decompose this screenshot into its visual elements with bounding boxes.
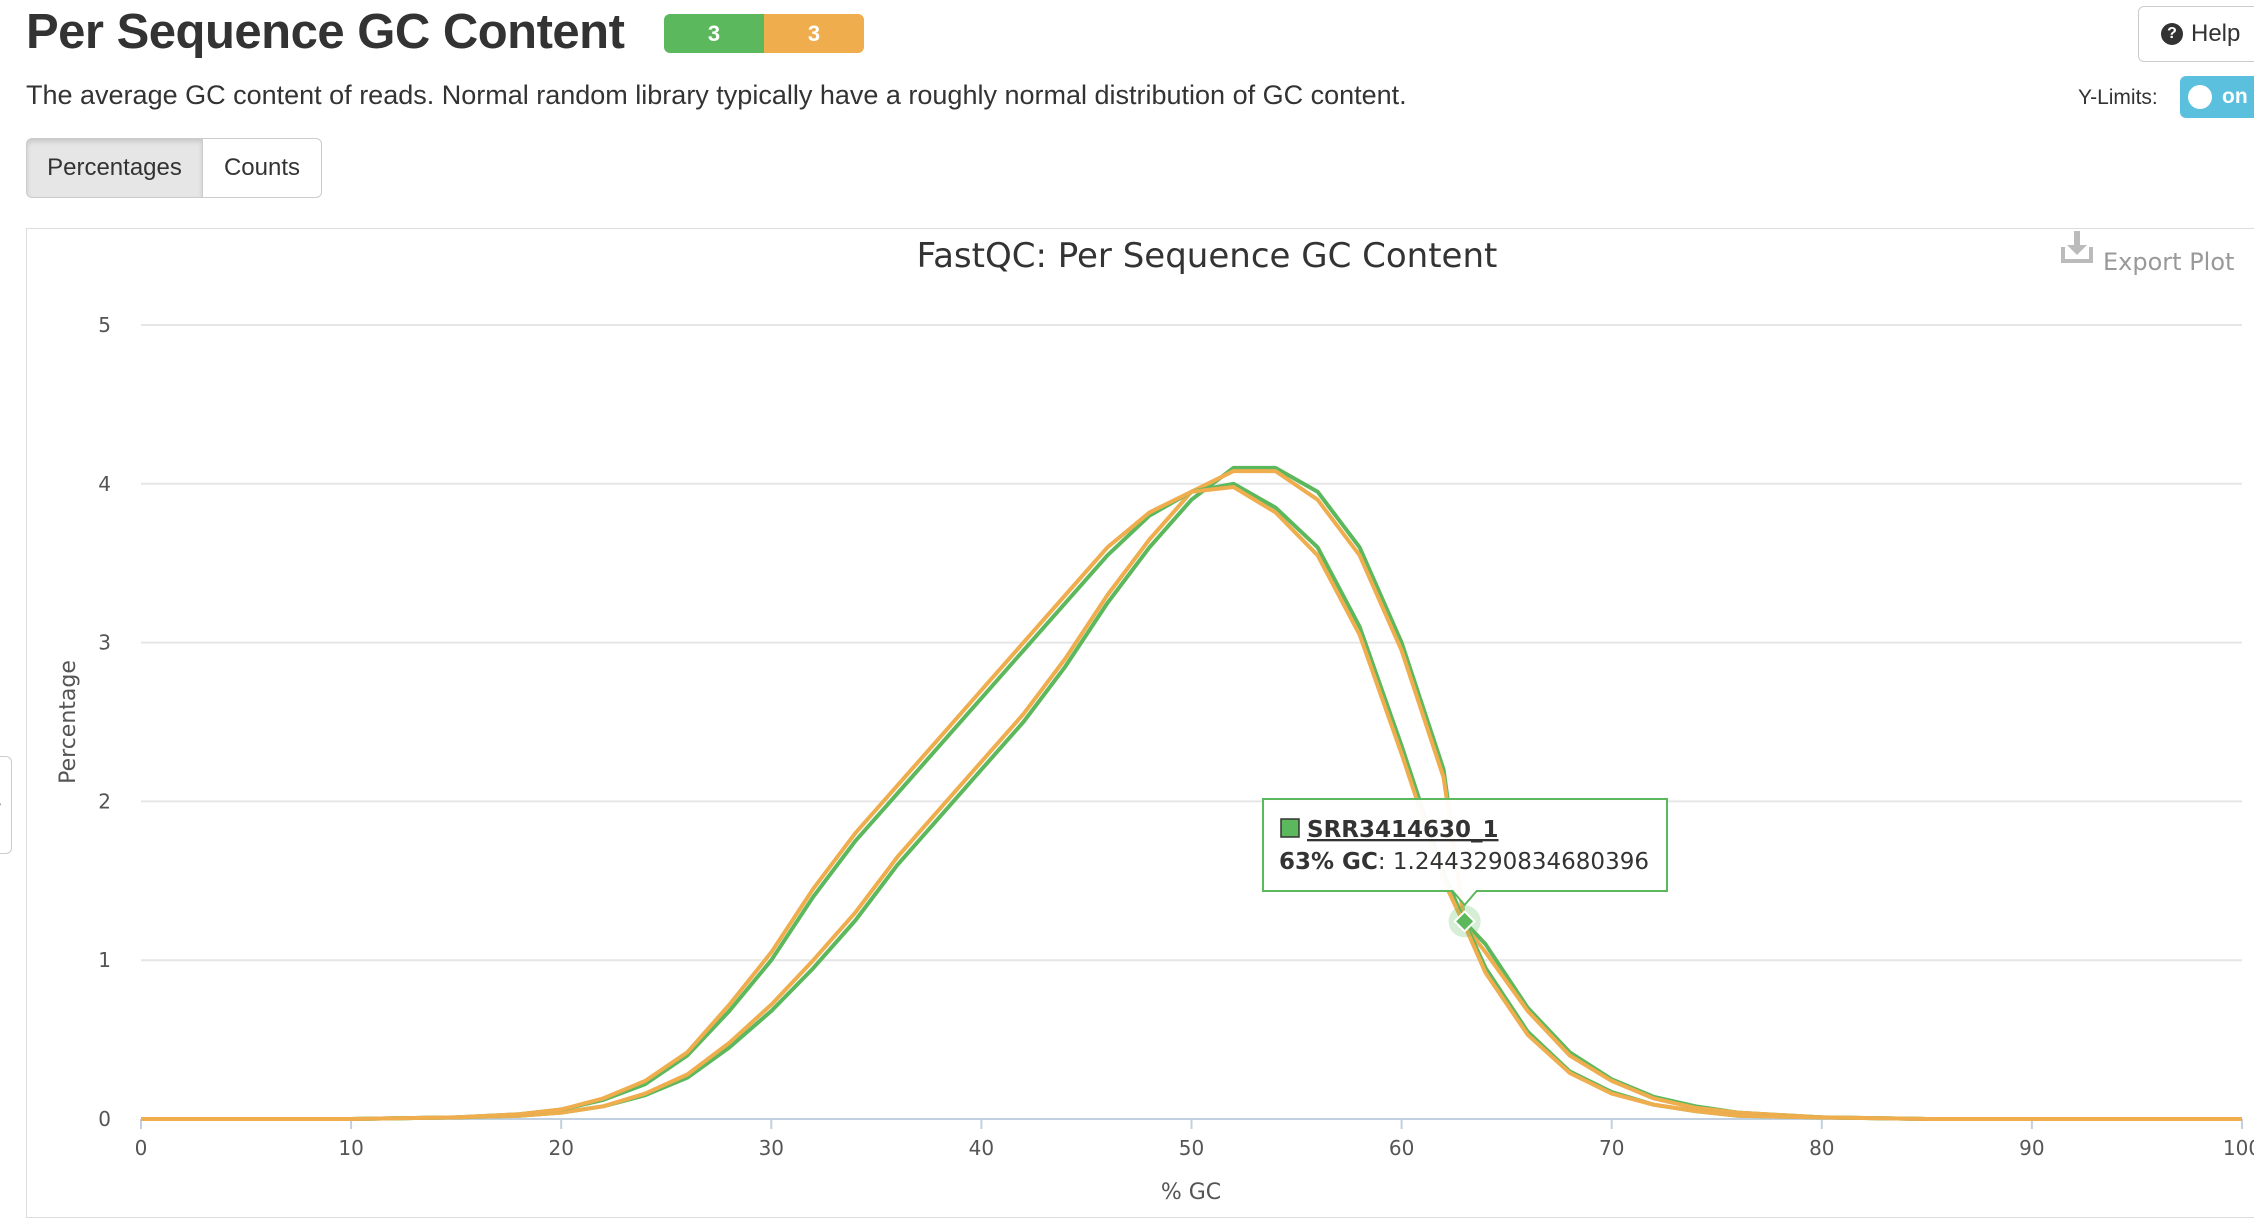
- tooltip-box: [1262, 798, 1668, 907]
- x-tick-label: 50: [1179, 1136, 1204, 1160]
- export-plot-label: Export Plot: [2103, 248, 2234, 276]
- x-tick-label: 40: [969, 1136, 994, 1160]
- tooltip-x-label: 63% GC: [1279, 849, 1378, 875]
- ylimits-toggle-label: on: [2222, 85, 2248, 108]
- chart-title: FastQC: Per Sequence GC Content: [917, 236, 1498, 276]
- question-circle-icon: ?: [2161, 23, 2183, 45]
- grid-lines: [141, 324, 2242, 1120]
- side-panel-toggle[interactable]: ›: [0, 756, 12, 854]
- tooltip-y-value: : 1.2443290834680396: [1378, 849, 1649, 875]
- series-line-1[interactable]: [141, 465, 2242, 1121]
- tooltip-series-name[interactable]: SRR3414630_1: [1307, 817, 1499, 843]
- data-view-button-group: Percentages Counts: [26, 138, 322, 198]
- y-axis-title: Percentage: [56, 660, 81, 784]
- x-tick-label: 30: [759, 1136, 784, 1160]
- x-tick-label: 10: [338, 1136, 363, 1160]
- x-tick-label: 60: [1389, 1136, 1414, 1160]
- y-tick-label: 4: [98, 472, 111, 496]
- x-axis-title: % GC: [1161, 1180, 1221, 1205]
- toggle-knob: [2188, 85, 2212, 109]
- warn-count-badge[interactable]: 3: [764, 14, 864, 53]
- x-tick-label: 20: [548, 1136, 573, 1160]
- series-line-2[interactable]: [141, 469, 2242, 1121]
- x-tick-label: 90: [2019, 1136, 2044, 1160]
- download-icon: [2061, 231, 2093, 263]
- hover-point[interactable]: [1453, 910, 1476, 933]
- export-plot-button[interactable]: Export Plot: [2061, 231, 2234, 276]
- series-line-4[interactable]: [141, 485, 2242, 1121]
- ylimits-label: Y-Limits:: [2078, 86, 2158, 109]
- y-tick-label: 1: [98, 948, 111, 972]
- y-axis-ticks: 0 1 2 3 4 5: [98, 313, 111, 1131]
- gc-content-chart: FastQC: Per Sequence GC Content Export P…: [56, 231, 2254, 1205]
- status-badges: 3 3: [664, 14, 864, 53]
- series-layer: [141, 465, 2242, 1121]
- x-tick-label: 80: [1809, 1136, 1834, 1160]
- help-button[interactable]: ? Help: [2138, 6, 2254, 62]
- percentages-button[interactable]: Percentages: [26, 138, 203, 198]
- chevron-right-icon: ›: [0, 795, 2, 811]
- x-tick-label: 100: [2223, 1136, 2254, 1160]
- x-axis-ticks: 0 10 20 30 40 50 60 70 80 90 100: [135, 1119, 2254, 1160]
- help-label: Help: [2191, 20, 2241, 47]
- tooltip-series-swatch: [1280, 818, 1300, 838]
- section-description: The average GC content of reads. Normal …: [26, 80, 1407, 110]
- tooltip-value-line: 63% GC: 1.2443290834680396: [1279, 849, 1649, 875]
- ylimits-toggle[interactable]: on: [2180, 76, 2254, 118]
- pass-count-badge[interactable]: 3: [664, 14, 764, 53]
- y-tick-label: 5: [98, 313, 111, 337]
- y-tick-label: 3: [98, 631, 111, 655]
- x-tick-label: 0: [135, 1136, 148, 1160]
- counts-button[interactable]: Counts: [203, 138, 322, 198]
- page-title: Per Sequence GC Content: [26, 5, 625, 59]
- y-tick-label: 2: [98, 789, 111, 813]
- plot-panel: FastQC: Per Sequence GC Content Export P…: [26, 228, 2254, 1218]
- tooltip: SRR3414630_1 63% GC: 1.2443290834680396: [1262, 798, 1668, 938]
- y-tick-label: 0: [98, 1107, 111, 1131]
- x-tick-label: 70: [1599, 1136, 1624, 1160]
